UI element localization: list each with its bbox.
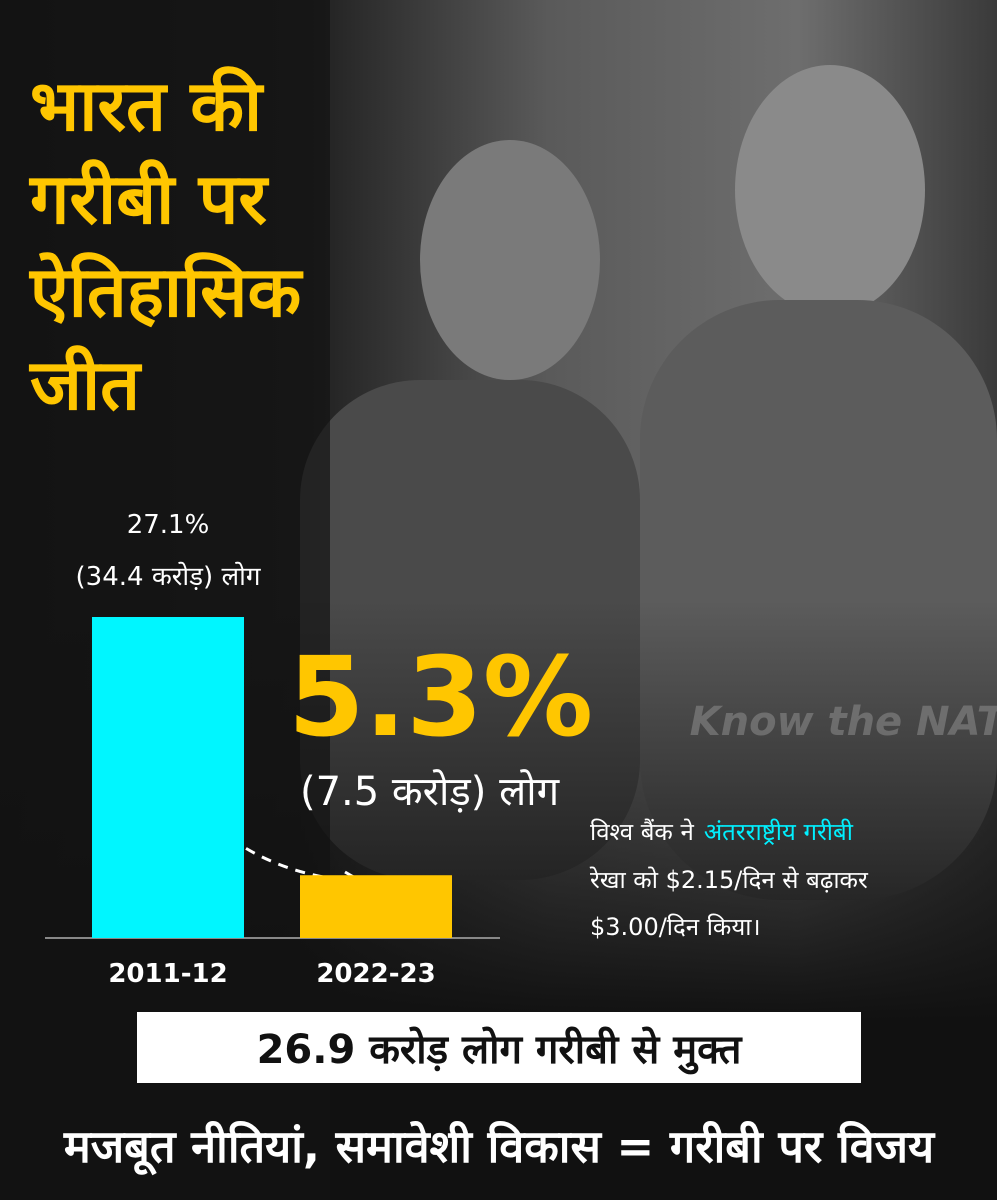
people-label: (7.5 करोड़) लोग [300, 769, 561, 815]
banner: 26.9 करोड़ लोग गरीबी से मुक्त [257, 1026, 743, 1075]
note-text: विश्व बैंक ने [590, 818, 694, 846]
bar [92, 617, 244, 938]
note-text: रेखा को $2.15/दिन से बढ़ाकर [589, 866, 869, 894]
people-label: (34.4 करोड़) लोग [76, 561, 261, 592]
note-highlight: अंतरराष्ट्रीय गरीबी [704, 818, 854, 846]
title-line: जीत [28, 344, 142, 426]
value-label: 5.3% [288, 633, 593, 761]
footer: मजबूत नीतियां, समावेशी विकास = गरीबी पर … [63, 1120, 936, 1176]
watermark: Know the NATION [690, 699, 997, 745]
note-text: $3.00/दिन किया। [590, 913, 761, 941]
title-line: भारत की [30, 65, 265, 147]
title-line: गरीबी पर [28, 158, 269, 240]
banner-box [137, 1012, 861, 1083]
bar [300, 875, 452, 938]
left-shade [0, 0, 330, 1200]
x-tick-label: 2011-12 [108, 959, 227, 989]
note: विश्व बैंक ने अंतरराष्ट्रीय गरीबी [590, 818, 854, 846]
title-line: ऐतिहासिक [28, 251, 303, 333]
value-label: 27.1% [127, 510, 210, 540]
x-tick-label: 2022-23 [316, 959, 435, 989]
